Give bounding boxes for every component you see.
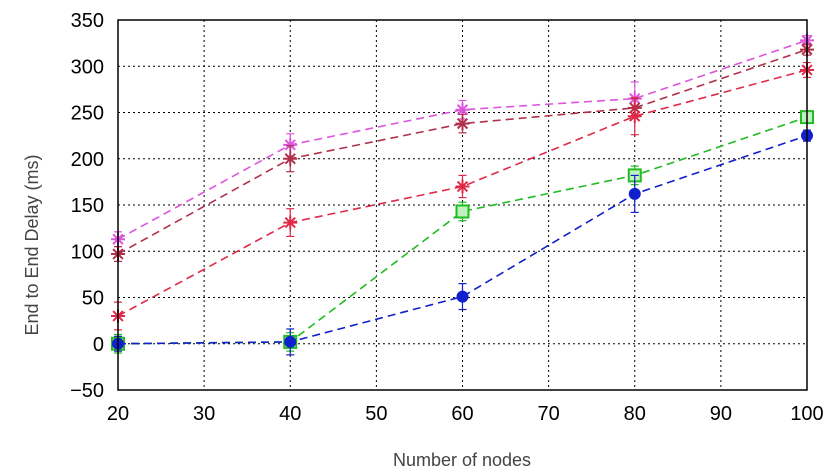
x-tick-label: 80 (624, 403, 646, 425)
x-tick-label: 70 (538, 403, 560, 425)
y-tick-labels: 350 300 250 200 150 100 50 0 −50 (70, 10, 104, 402)
series-2-point (455, 116, 470, 131)
x-tick-label: 90 (710, 403, 732, 425)
y-tick-label: 150 (71, 195, 104, 217)
series-2-point (283, 151, 298, 166)
series-3-point (283, 215, 298, 230)
series-1-point (455, 102, 470, 117)
x-tick-label: 100 (790, 403, 823, 425)
series-5-point (456, 290, 469, 303)
x-axis-title: Number of nodes (393, 450, 531, 470)
y-tick-label: −50 (70, 380, 104, 402)
y-tick-label: 50 (82, 288, 104, 310)
series-1-line (117, 39, 808, 240)
series-5-point (284, 335, 297, 348)
y-tick-label: 250 (71, 103, 104, 125)
series-4-line (117, 116, 808, 345)
series-5-line (117, 134, 808, 345)
x-tick-labels: 20 30 40 50 60 70 80 90 100 (107, 403, 824, 425)
x-tick-label: 50 (365, 403, 387, 425)
series-3-point (455, 179, 470, 194)
series-1-point (283, 137, 298, 152)
series-4-point (455, 204, 470, 219)
y-tick-label: 200 (71, 149, 104, 171)
x-tick-label: 60 (451, 403, 473, 425)
y-axis-title: End to End Delay (ms) (22, 154, 42, 335)
y-tick-label: 300 (71, 56, 104, 78)
y-tick-label: 0 (93, 334, 104, 356)
x-tick-label: 40 (279, 403, 301, 425)
y-tick-label: 350 (71, 10, 104, 32)
plot-frame (117, 19, 808, 391)
x-tick-label: 20 (107, 403, 129, 425)
series-2-line (117, 48, 808, 255)
series-3-point (627, 109, 642, 124)
x-tick-label: 30 (193, 403, 215, 425)
y-tick-label: 100 (71, 241, 104, 263)
series-5-point (628, 187, 641, 200)
